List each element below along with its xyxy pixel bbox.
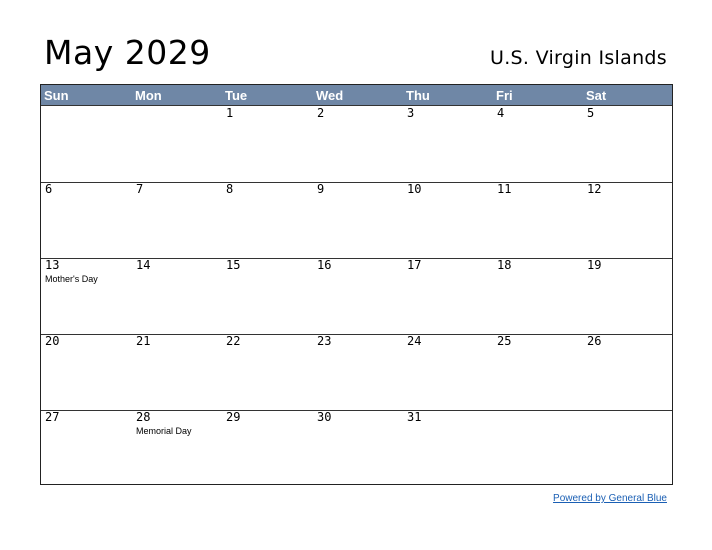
day-number: 14 [136, 258, 151, 272]
day-number: 28 [136, 410, 151, 424]
day-number: 21 [136, 334, 151, 348]
day-cell[interactable]: 16 [313, 258, 403, 333]
day-cell[interactable]: 26 [583, 334, 673, 409]
day-cell[interactable]: 4 [493, 106, 583, 181]
day-number: 13 [45, 258, 60, 272]
week-row: 27 28 Memorial Day 29 30 31 [41, 410, 672, 486]
day-cell[interactable]: 25 [493, 334, 583, 409]
weekday-tue: Tue [225, 88, 248, 103]
day-cell[interactable]: 27 [41, 410, 131, 485]
day-number: 29 [226, 410, 241, 424]
day-number: 12 [587, 182, 602, 196]
day-cell[interactable]: 19 [583, 258, 673, 333]
day-cell[interactable]: 10 [403, 182, 493, 257]
day-cell[interactable]: 28 Memorial Day [132, 410, 222, 485]
day-cell[interactable]: 13 Mother's Day [41, 258, 131, 333]
day-cell[interactable]: 23 [313, 334, 403, 409]
day-number: 5 [587, 106, 595, 120]
weekday-sun: Sun [44, 88, 69, 103]
day-cell[interactable]: 15 [222, 258, 312, 333]
day-number: 16 [317, 258, 332, 272]
day-number: 3 [407, 106, 415, 120]
day-number: 6 [45, 182, 53, 196]
week-row: 13 Mother's Day 14 15 16 17 18 19 [41, 258, 672, 335]
weekday-fri: Fri [496, 88, 513, 103]
powered-by-link[interactable]: Powered by General Blue [553, 493, 667, 504]
weekday-sat: Sat [586, 88, 607, 103]
day-number: 19 [587, 258, 602, 272]
day-cell[interactable]: 22 [222, 334, 312, 409]
holiday-label: Memorial Day [136, 426, 192, 436]
day-number: 27 [45, 410, 60, 424]
day-number: 2 [317, 106, 325, 120]
day-cell[interactable] [132, 106, 222, 181]
weekday-header-row: Sun Mon Tue Wed Thu Fri Sat [41, 85, 672, 106]
day-cell[interactable] [493, 410, 583, 485]
day-cell[interactable]: 11 [493, 182, 583, 257]
day-number: 24 [407, 334, 422, 348]
day-cell[interactable]: 31 [403, 410, 493, 485]
weekday-mon: Mon [135, 88, 162, 103]
day-number: 25 [497, 334, 512, 348]
day-number: 9 [317, 182, 325, 196]
day-cell[interactable]: 5 [583, 106, 673, 181]
day-cell[interactable]: 17 [403, 258, 493, 333]
day-cell[interactable]: 2 [313, 106, 403, 181]
holiday-label: Mother's Day [45, 274, 98, 284]
day-number: 20 [45, 334, 60, 348]
day-cell[interactable]: 21 [132, 334, 222, 409]
week-row: 20 21 22 23 24 25 26 [41, 334, 672, 411]
day-cell[interactable]: 1 [222, 106, 312, 181]
day-number: 23 [317, 334, 332, 348]
day-number: 31 [407, 410, 422, 424]
calendar-grid: Sun Mon Tue Wed Thu Fri Sat 1 2 3 4 5 6 7 8 9 10 1… [40, 84, 673, 485]
day-number: 11 [497, 182, 512, 196]
day-cell[interactable]: 3 [403, 106, 493, 181]
day-cell[interactable]: 20 [41, 334, 131, 409]
month-title: May 2029 [44, 33, 211, 72]
weekday-thu: Thu [406, 88, 430, 103]
day-number: 4 [497, 106, 505, 120]
region-name: U.S. Virgin Islands [490, 47, 667, 69]
day-number: 7 [136, 182, 144, 196]
day-cell[interactable]: 24 [403, 334, 493, 409]
day-number: 18 [497, 258, 512, 272]
day-cell[interactable]: 12 [583, 182, 673, 257]
week-row: 1 2 3 4 5 [41, 106, 672, 183]
day-cell[interactable]: 29 [222, 410, 312, 485]
day-cell[interactable] [583, 410, 673, 485]
day-cell[interactable] [41, 106, 131, 181]
day-cell[interactable]: 6 [41, 182, 131, 257]
day-number: 15 [226, 258, 241, 272]
day-cell[interactable]: 30 [313, 410, 403, 485]
day-number: 1 [226, 106, 234, 120]
week-row: 6 7 8 9 10 11 12 [41, 182, 672, 259]
day-number: 22 [226, 334, 241, 348]
day-cell[interactable]: 14 [132, 258, 222, 333]
day-cell[interactable]: 8 [222, 182, 312, 257]
day-cell[interactable]: 7 [132, 182, 222, 257]
day-cell[interactable]: 9 [313, 182, 403, 257]
day-number: 17 [407, 258, 422, 272]
day-number: 26 [587, 334, 602, 348]
day-cell[interactable]: 18 [493, 258, 583, 333]
day-number: 30 [317, 410, 332, 424]
day-number: 10 [407, 182, 422, 196]
weekday-wed: Wed [316, 88, 344, 103]
day-number: 8 [226, 182, 234, 196]
